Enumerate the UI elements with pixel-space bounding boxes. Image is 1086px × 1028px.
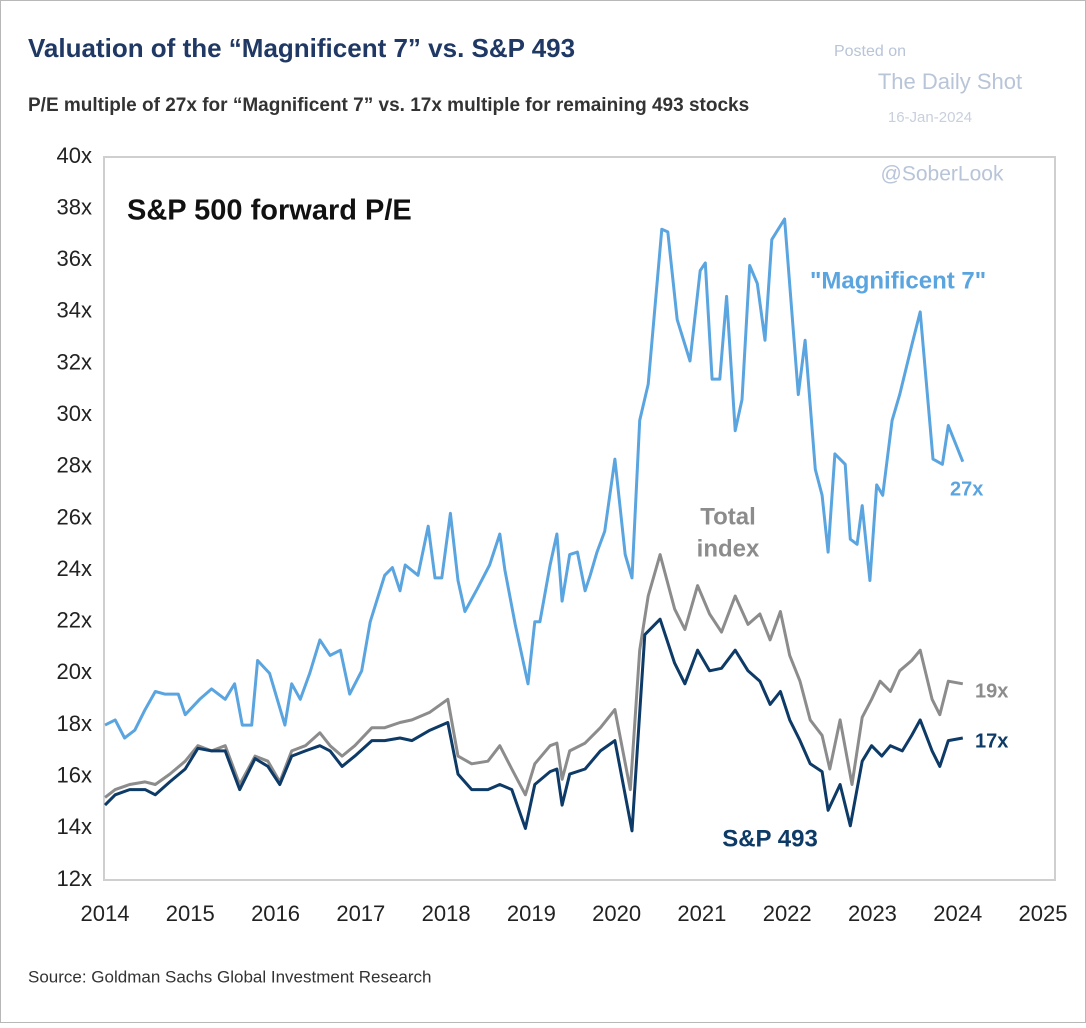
watermark: The Daily Shot <box>878 69 1022 94</box>
y-tick-label: 36x <box>57 246 92 271</box>
y-tick-label: 38x <box>57 194 92 219</box>
x-tick-label: 2015 <box>166 901 215 926</box>
y-tick-label: 30x <box>57 401 92 426</box>
y-tick-label: 20x <box>57 659 92 684</box>
chart-title: Valuation of the “Magnificent 7” vs. S&P… <box>28 33 575 63</box>
plot-frame <box>103 156 1056 881</box>
annotation: index <box>697 535 760 562</box>
x-tick-label: 2014 <box>81 901 130 926</box>
x-tick-label: 2023 <box>848 901 897 926</box>
annotation: 17x <box>975 730 1008 752</box>
annotation: 27x <box>950 478 983 500</box>
y-tick-label: 22x <box>57 608 92 633</box>
annotation: Total <box>700 503 756 530</box>
x-tick-label: 2019 <box>507 901 556 926</box>
annotation: "Magnificent 7" <box>810 267 986 294</box>
series-line <box>103 617 964 833</box>
y-tick-label: 32x <box>57 349 92 374</box>
y-tick-label: 14x <box>57 814 92 839</box>
y-tick-label: 26x <box>57 504 92 529</box>
watermark: 16-Jan-2024 <box>888 109 972 126</box>
x-tick-label: 2018 <box>422 901 471 926</box>
y-tick-label: 40x <box>57 143 92 168</box>
x-tick-label: 2020 <box>592 901 641 926</box>
x-tick-label: 2021 <box>677 901 726 926</box>
y-tick-label: 16x <box>57 763 92 788</box>
x-tick-label: 2025 <box>1019 901 1068 926</box>
series-line <box>104 217 965 740</box>
y-tick-label: 28x <box>57 453 92 478</box>
chart-subtitle: P/E multiple of 27x for “Magnificent 7” … <box>28 95 749 116</box>
annotation: 19x <box>975 680 1008 702</box>
x-tick-label: 2016 <box>251 901 300 926</box>
x-tick-label: 2017 <box>336 901 385 926</box>
y-tick-label: 18x <box>57 711 92 736</box>
y-tick-label: 24x <box>57 556 92 581</box>
source: Source: Goldman Sachs Global Investment … <box>28 967 431 986</box>
y-tick-label: 12x <box>57 866 92 891</box>
x-tick-label: 2022 <box>763 901 812 926</box>
watermark: @SoberLook <box>881 163 1004 186</box>
annotation: S&P 493 <box>722 825 818 852</box>
series-line <box>104 553 964 799</box>
x-tick-label: 2024 <box>933 901 982 926</box>
annotation: S&P 500 forward P/E <box>127 195 412 227</box>
watermark: Posted on <box>834 43 906 60</box>
y-tick-label: 34x <box>57 298 92 323</box>
